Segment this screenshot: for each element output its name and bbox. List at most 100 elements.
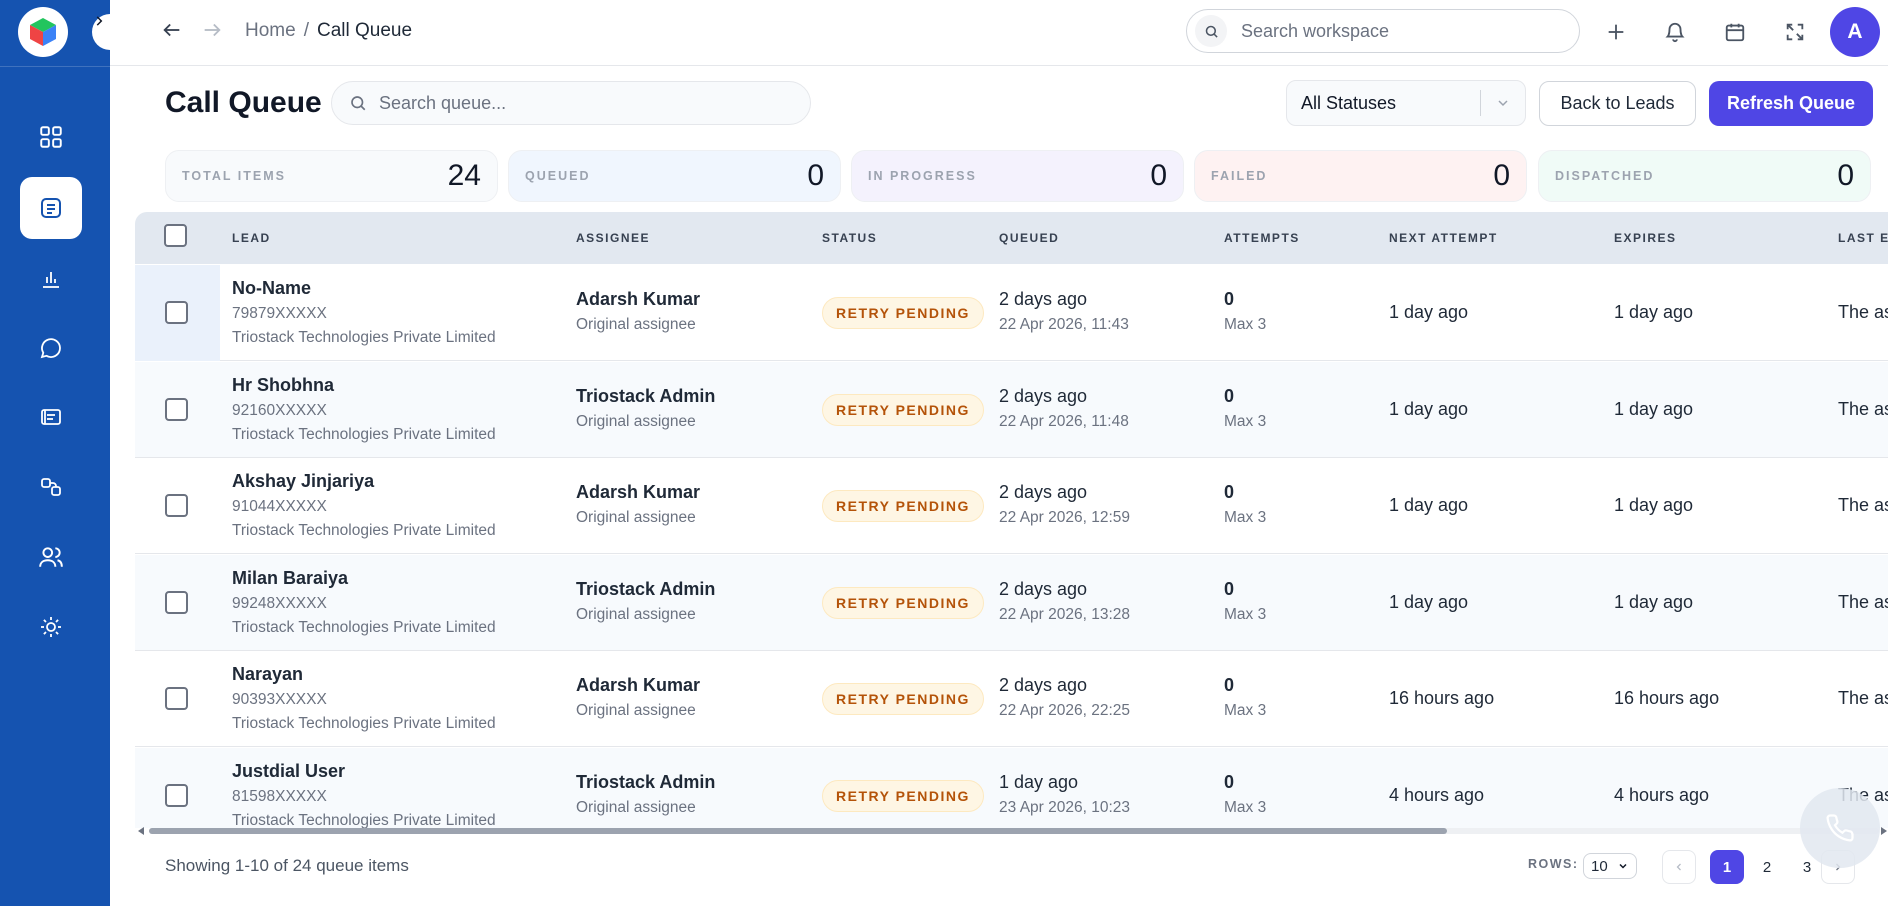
global-search-input[interactable]: [1241, 20, 1541, 42]
refresh-queue-button[interactable]: Refresh Queue: [1709, 81, 1873, 126]
stat-card-dispatched: DISPATCHED 0: [1538, 150, 1871, 202]
assignee-sub: Original assignee: [576, 605, 696, 623]
lead-phone: 90393XXXXX: [232, 691, 327, 708]
status-badge: RETRY PENDING: [822, 683, 984, 715]
call-queue-nav-icon[interactable]: [20, 177, 82, 239]
users-nav-icon[interactable]: [20, 526, 82, 588]
back-to-leads-button[interactable]: Back to Leads: [1539, 81, 1696, 126]
column-header[interactable]: NEXT ATTEMPT: [1389, 231, 1498, 245]
dashboard-nav-icon[interactable]: [20, 106, 82, 168]
column-header[interactable]: QUEUED: [999, 231, 1060, 245]
chevron-left-icon: [1676, 863, 1681, 871]
queued-datetime: 23 Apr 2026, 10:23: [999, 798, 1131, 816]
scroll-left-icon[interactable]: [137, 826, 145, 836]
stat-value: 24: [447, 159, 481, 192]
lead-company: Triostack Technologies Private Limited: [232, 715, 496, 732]
attempts-max: Max 3: [1224, 605, 1267, 623]
chevron-down-icon: [1481, 95, 1525, 111]
column-header[interactable]: ATTEMPTS: [1224, 231, 1300, 245]
table-row[interactable]: Narayan 90393XXXXX Triostack Technologie…: [135, 651, 1888, 747]
tickets-nav-icon[interactable]: [20, 386, 82, 448]
rows-per-page-label: ROWS:: [1528, 857, 1579, 871]
lead-phone: 99248XXXXX: [232, 594, 327, 612]
lead-name[interactable]: Justdial User: [232, 760, 346, 781]
lead-name[interactable]: Narayan: [232, 664, 304, 684]
row-checkbox[interactable]: [165, 590, 188, 614]
column-header[interactable]: ASSIGNEE: [576, 231, 651, 245]
attempts-count: 0: [1224, 482, 1235, 502]
floating-call-button[interactable]: [1800, 788, 1880, 868]
horizontal-scrollbar[interactable]: [135, 826, 1888, 836]
column-header[interactable]: LEAD: [232, 231, 271, 245]
next-attempt: 16 hours ago: [1389, 688, 1495, 708]
lead-name[interactable]: Hr Shobhna: [232, 374, 334, 395]
queued-datetime: 22 Apr 2026, 12:59: [999, 509, 1131, 526]
add-icon[interactable]: [1602, 18, 1630, 46]
last-event: The as: [1838, 688, 1888, 708]
queued-datetime: 22 Apr 2026, 22:25: [999, 702, 1131, 719]
column-header[interactable]: STATUS: [822, 231, 878, 245]
assignee-name: Triostack Admin: [576, 385, 716, 406]
back-arrow-icon[interactable]: [158, 16, 186, 44]
chat-nav-icon[interactable]: [20, 317, 82, 379]
expires: 1 day ago: [1614, 495, 1694, 515]
breadcrumb-home[interactable]: Home: [245, 20, 296, 41]
attempts-count: 0: [1224, 289, 1235, 309]
forward-arrow-icon[interactable]: [198, 16, 226, 44]
assignee-sub: Original assignee: [576, 509, 696, 526]
calendar-icon[interactable]: [1721, 18, 1749, 46]
status-filter-value: All Statuses: [1301, 92, 1397, 113]
row-checkbox[interactable]: [165, 301, 188, 324]
table-row[interactable]: Akshay Jinjariya 91044XXXXX Triostack Te…: [135, 458, 1888, 554]
lead-company: Triostack Technologies Private Limited: [232, 425, 496, 443]
prev-page-button[interactable]: [1662, 850, 1696, 884]
attempts-max: Max 3: [1224, 316, 1267, 333]
stat-card-queued: QUEUED 0: [508, 150, 841, 202]
bell-icon[interactable]: [1661, 18, 1689, 46]
global-search: [1186, 9, 1580, 53]
analytics-nav-icon[interactable]: [20, 247, 82, 309]
lead-name[interactable]: No-Name: [232, 278, 312, 298]
lead-phone: 81598XXXXX: [232, 787, 327, 805]
select-all-checkbox[interactable]: [164, 224, 187, 247]
breadcrumb-current: Call Queue: [316, 20, 413, 41]
page-2-button[interactable]: 2: [1762, 858, 1772, 876]
theme-nav-icon[interactable]: [20, 596, 82, 658]
status-filter-select[interactable]: All Statuses: [1286, 80, 1526, 126]
scroll-right-icon[interactable]: [1880, 826, 1888, 836]
fullscreen-icon[interactable]: [1781, 18, 1809, 46]
lead-name[interactable]: Akshay Jinjariya: [232, 471, 375, 491]
attempts-count: 0: [1224, 675, 1235, 695]
queue-search: [331, 81, 811, 125]
stat-card-in-progress: IN PROGRESS 0: [851, 150, 1184, 202]
last-event: The as: [1838, 591, 1888, 612]
app-logo[interactable]: [18, 7, 68, 57]
column-header[interactable]: EXPIRES: [1614, 231, 1677, 245]
attempts-max: Max 3: [1224, 509, 1267, 526]
page-1-button[interactable]: 1: [1710, 850, 1744, 884]
user-avatar[interactable]: A: [1830, 7, 1880, 57]
row-checkbox[interactable]: [165, 494, 188, 517]
table-row[interactable]: Milan Baraiya 99248XXXXX Triostack Techn…: [135, 554, 1888, 651]
scrollbar-thumb[interactable]: [149, 828, 1447, 834]
assignee-name: Adarsh Kumar: [576, 482, 701, 502]
integrations-nav-icon[interactable]: [20, 456, 82, 518]
page-3-button[interactable]: 3: [1802, 858, 1812, 876]
column-header[interactable]: LAST E: [1838, 231, 1888, 245]
table-row[interactable]: No-Name 79879XXXXX Triostack Technologie…: [135, 265, 1888, 361]
phone-icon: [1826, 814, 1854, 842]
row-checkbox[interactable]: [165, 783, 188, 807]
rows-per-page-select[interactable]: 10: [1583, 853, 1637, 879]
table-row[interactable]: Justdial User 81598XXXXX Triostack Techn…: [135, 747, 1888, 828]
chevron-down-icon: [1619, 863, 1627, 869]
row-checkbox[interactable]: [165, 687, 188, 710]
row-checkbox[interactable]: [165, 397, 188, 421]
assignee-sub: Original assignee: [576, 702, 696, 719]
expires: 1 day ago: [1614, 398, 1694, 419]
assignee-sub: Original assignee: [576, 412, 696, 430]
lead-phone: 91044XXXXX: [232, 498, 327, 515]
table-row[interactable]: Hr Shobhna 92160XXXXX Triostack Technolo…: [135, 361, 1888, 458]
queue-search-input[interactable]: [379, 92, 779, 114]
search-icon: [1195, 15, 1227, 47]
lead-name[interactable]: Milan Baraiya: [232, 567, 349, 588]
